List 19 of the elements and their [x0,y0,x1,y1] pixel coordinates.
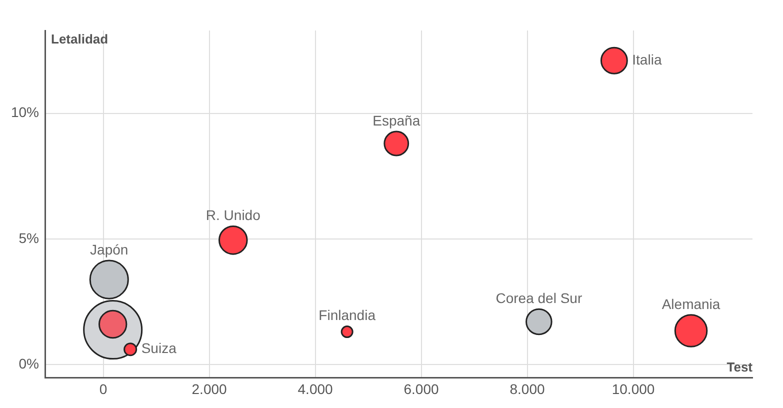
annotation: Japón [90,241,128,258]
annotation: Alemania [662,296,720,312]
x-tick-label: 10.000 [612,380,655,397]
x-tick-label: 6.000 [404,380,439,397]
x-tick-label: 8.000 [510,380,545,397]
y-tick-label: 10% [10,104,39,120]
annotation: Corea del Sur [496,290,582,306]
annotation: Finlandia [318,307,376,324]
x-tick-label: 4.000 [298,380,334,397]
x-tick-label: 0 [99,380,108,397]
x-tick-label: 2.000 [192,380,228,397]
annotation: España [372,112,420,128]
y-tick-label: 0% [18,355,39,372]
y-tick-label: 5% [18,230,39,246]
annotation: Suiza [141,340,177,356]
x-axis-title: Test [726,360,754,375]
annotation: Italia [632,51,662,68]
annotation: R. Unido [206,207,261,224]
y-axis-title: Letalidad [51,32,108,47]
